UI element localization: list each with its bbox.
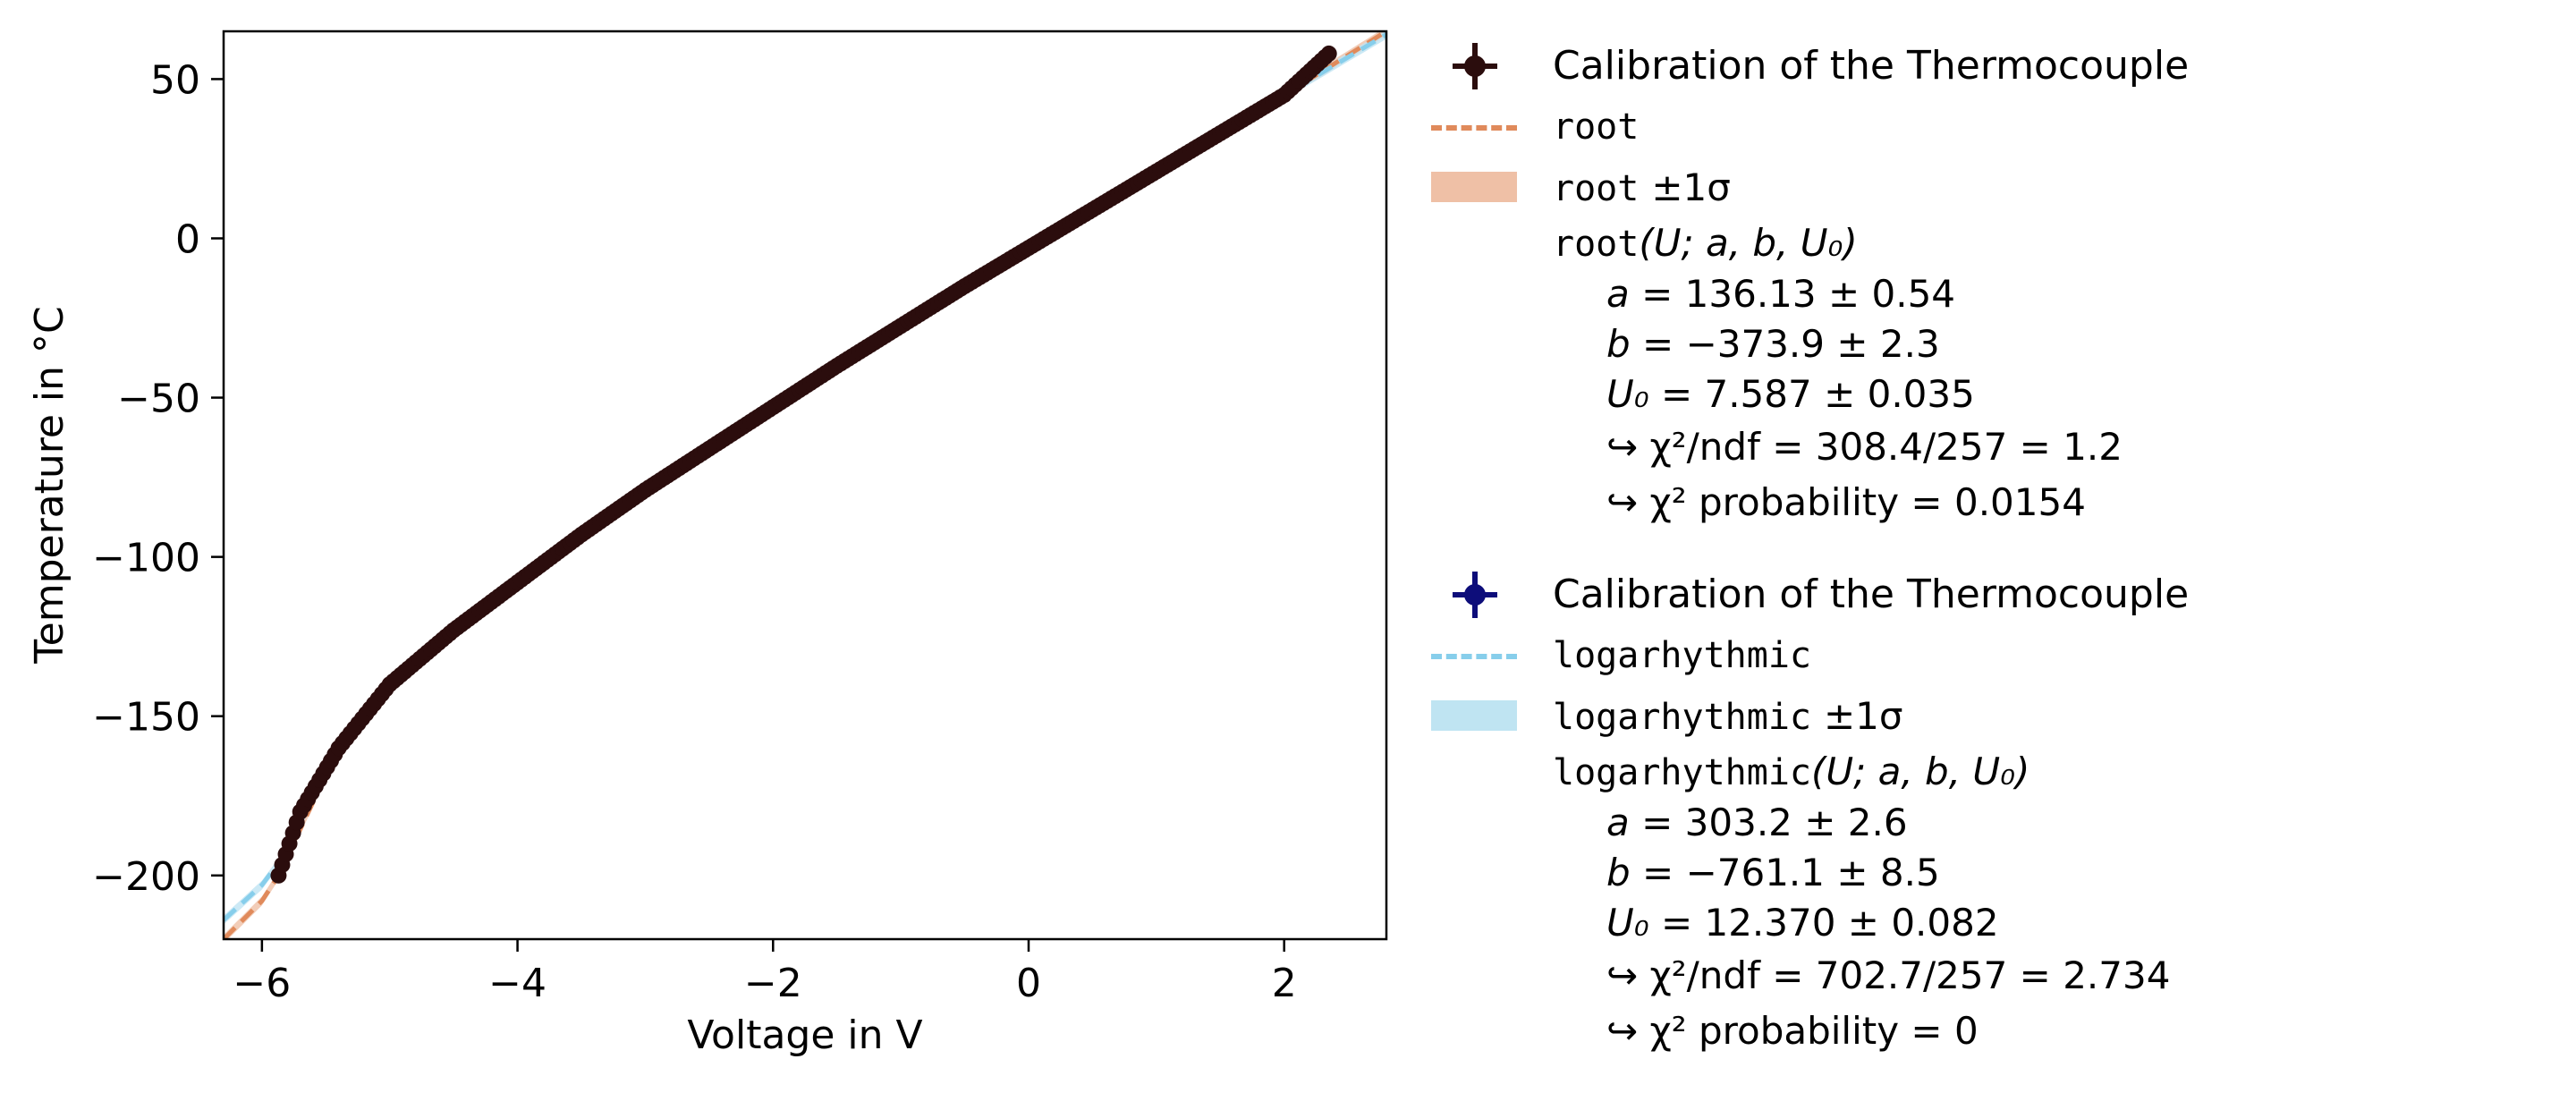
fit-parameters: logarhythmic(U; a, b, U₀) a = 303.2 ± 2.… [1553,747,2558,1059]
x-tick-label: 0 [1016,961,1041,1006]
fit-function-name: logarhythmic [1553,752,1811,793]
legend-entry-data: Calibration of the Thermocouple [1431,36,2558,97]
legend-entry-fit: root [1431,97,2558,157]
errorbar-marker-icon [1431,36,1521,97]
fit-function: logarhythmic(U; a, b, U₀) [1553,747,2558,798]
chi2-probability: ↪ χ² probability = 0.0154 [1606,480,2086,524]
x-axis-label: Voltage in V [687,1013,922,1058]
legend-band-label: root ±1σ [1553,157,1731,219]
fit-band-logarhythmic [224,31,1386,925]
dashed-line-icon [1431,625,1521,686]
errorbar-dot [1464,55,1486,77]
chi2-probability: ↪ χ² probability = 0 [1606,1009,1979,1053]
fit-line-root [224,31,1386,939]
band-swatch [1431,172,1517,202]
band-suffix: ±1σ [1823,693,1903,738]
y-tick-label: −100 [92,536,200,581]
param-name: U₀ [1606,372,1649,416]
param-a: a = 303.2 ± 2.6 [1606,798,2558,848]
data-point [1320,45,1337,62]
legend-entry-data: Calibration of the Thermocouple [1431,564,2558,625]
fit-band-root [224,31,1386,939]
param-value: = 12.370 ± 0.082 [1660,901,1999,945]
legend-entry-band: logarhythmic ±1σ [1431,686,2558,747]
band-suffix: ±1σ [1651,165,1731,209]
band-fit-name: root [1553,167,1640,209]
chi2-ndf: ↪ χ²/ndf = 308.4/257 = 1.2 [1606,425,2123,469]
errorbar-dot [1464,584,1486,606]
fit-function-args: (U; a, b, U₀) [1810,750,2030,793]
param-u0: U₀ = 12.370 ± 0.082 [1606,898,2558,948]
fit-function: root(U; a, b, U₀) [1553,218,2558,269]
legend-block-logarhythmic: Calibration of the Thermocouple logarhyt… [1431,564,2558,1059]
band-fit-name: logarhythmic [1553,696,1811,738]
fit-function-name: root [1553,224,1640,265]
legend-fit-label: logarhythmic [1553,635,1811,676]
x-tick-label: −4 [488,961,547,1006]
dashed-line [1431,125,1517,131]
band-swatch [1431,700,1517,731]
legend-fit-label: root [1553,106,1640,148]
legend-entry-band: root ±1σ [1431,157,2558,218]
param-name: b [1606,851,1631,894]
x-tick-label: 2 [1272,961,1297,1006]
param-value: = 303.2 ± 2.6 [1641,801,1908,844]
legend: Calibration of the Thermocouple root roo… [1431,36,2558,1093]
fit-line-logarhythmic [224,32,1386,922]
band-swatch-icon [1431,157,1521,218]
param-value: = 7.587 ± 0.035 [1660,372,1975,416]
y-tick-label: 50 [150,57,200,103]
plot-frame [222,30,1388,941]
y-tick-label: −150 [92,695,200,741]
fit-function-args: (U; a, b, U₀) [1639,221,1858,265]
y-tick-label: −200 [92,854,200,900]
legend-band-label: logarhythmic ±1σ [1553,686,1903,748]
param-name: b [1606,322,1631,366]
legend-entry-fit: logarhythmic [1431,625,2558,686]
band-swatch-icon [1431,686,1521,747]
dashed-line-icon [1431,97,1521,157]
dashed-line [1431,654,1517,659]
legend-block-root: Calibration of the Thermocouple root roo… [1431,36,2558,530]
y-tick-label: 0 [175,216,200,262]
param-name: U₀ [1606,901,1649,945]
param-u0: U₀ = 7.587 ± 0.035 [1606,369,2558,419]
y-axis: −200 −150 −100 −50 0 50 [92,57,224,900]
legend-data-label: Calibration of the Thermocouple [1553,572,2190,617]
y-axis-label: Temperature in °C [27,306,72,665]
data-series [270,45,1337,884]
x-axis: −6 −4 −2 0 2 [233,939,1297,1006]
param-b: b = −761.1 ± 8.5 [1606,848,2558,898]
x-tick-label: −6 [233,961,291,1006]
x-tick-label: −2 [744,961,802,1006]
chi2-ndf: ↪ χ²/ndf = 702.7/257 = 2.734 [1606,953,2171,997]
legend-data-label: Calibration of the Thermocouple [1553,43,2190,89]
fit-parameters: root(U; a, b, U₀) a = 136.13 ± 0.54 b = … [1553,218,2558,530]
y-tick-label: −50 [117,377,200,422]
param-value: = −373.9 ± 2.3 [1642,322,1940,366]
param-b: b = −373.9 ± 2.3 [1606,319,2558,369]
param-value: = −761.1 ± 8.5 [1642,851,1940,894]
param-a: a = 136.13 ± 0.54 [1606,269,2558,319]
param-name: a [1606,801,1630,844]
plot-area [224,31,1386,939]
errorbar-marker-icon [1431,564,1521,625]
param-value: = 136.13 ± 0.54 [1641,272,1956,316]
param-name: a [1606,272,1630,316]
